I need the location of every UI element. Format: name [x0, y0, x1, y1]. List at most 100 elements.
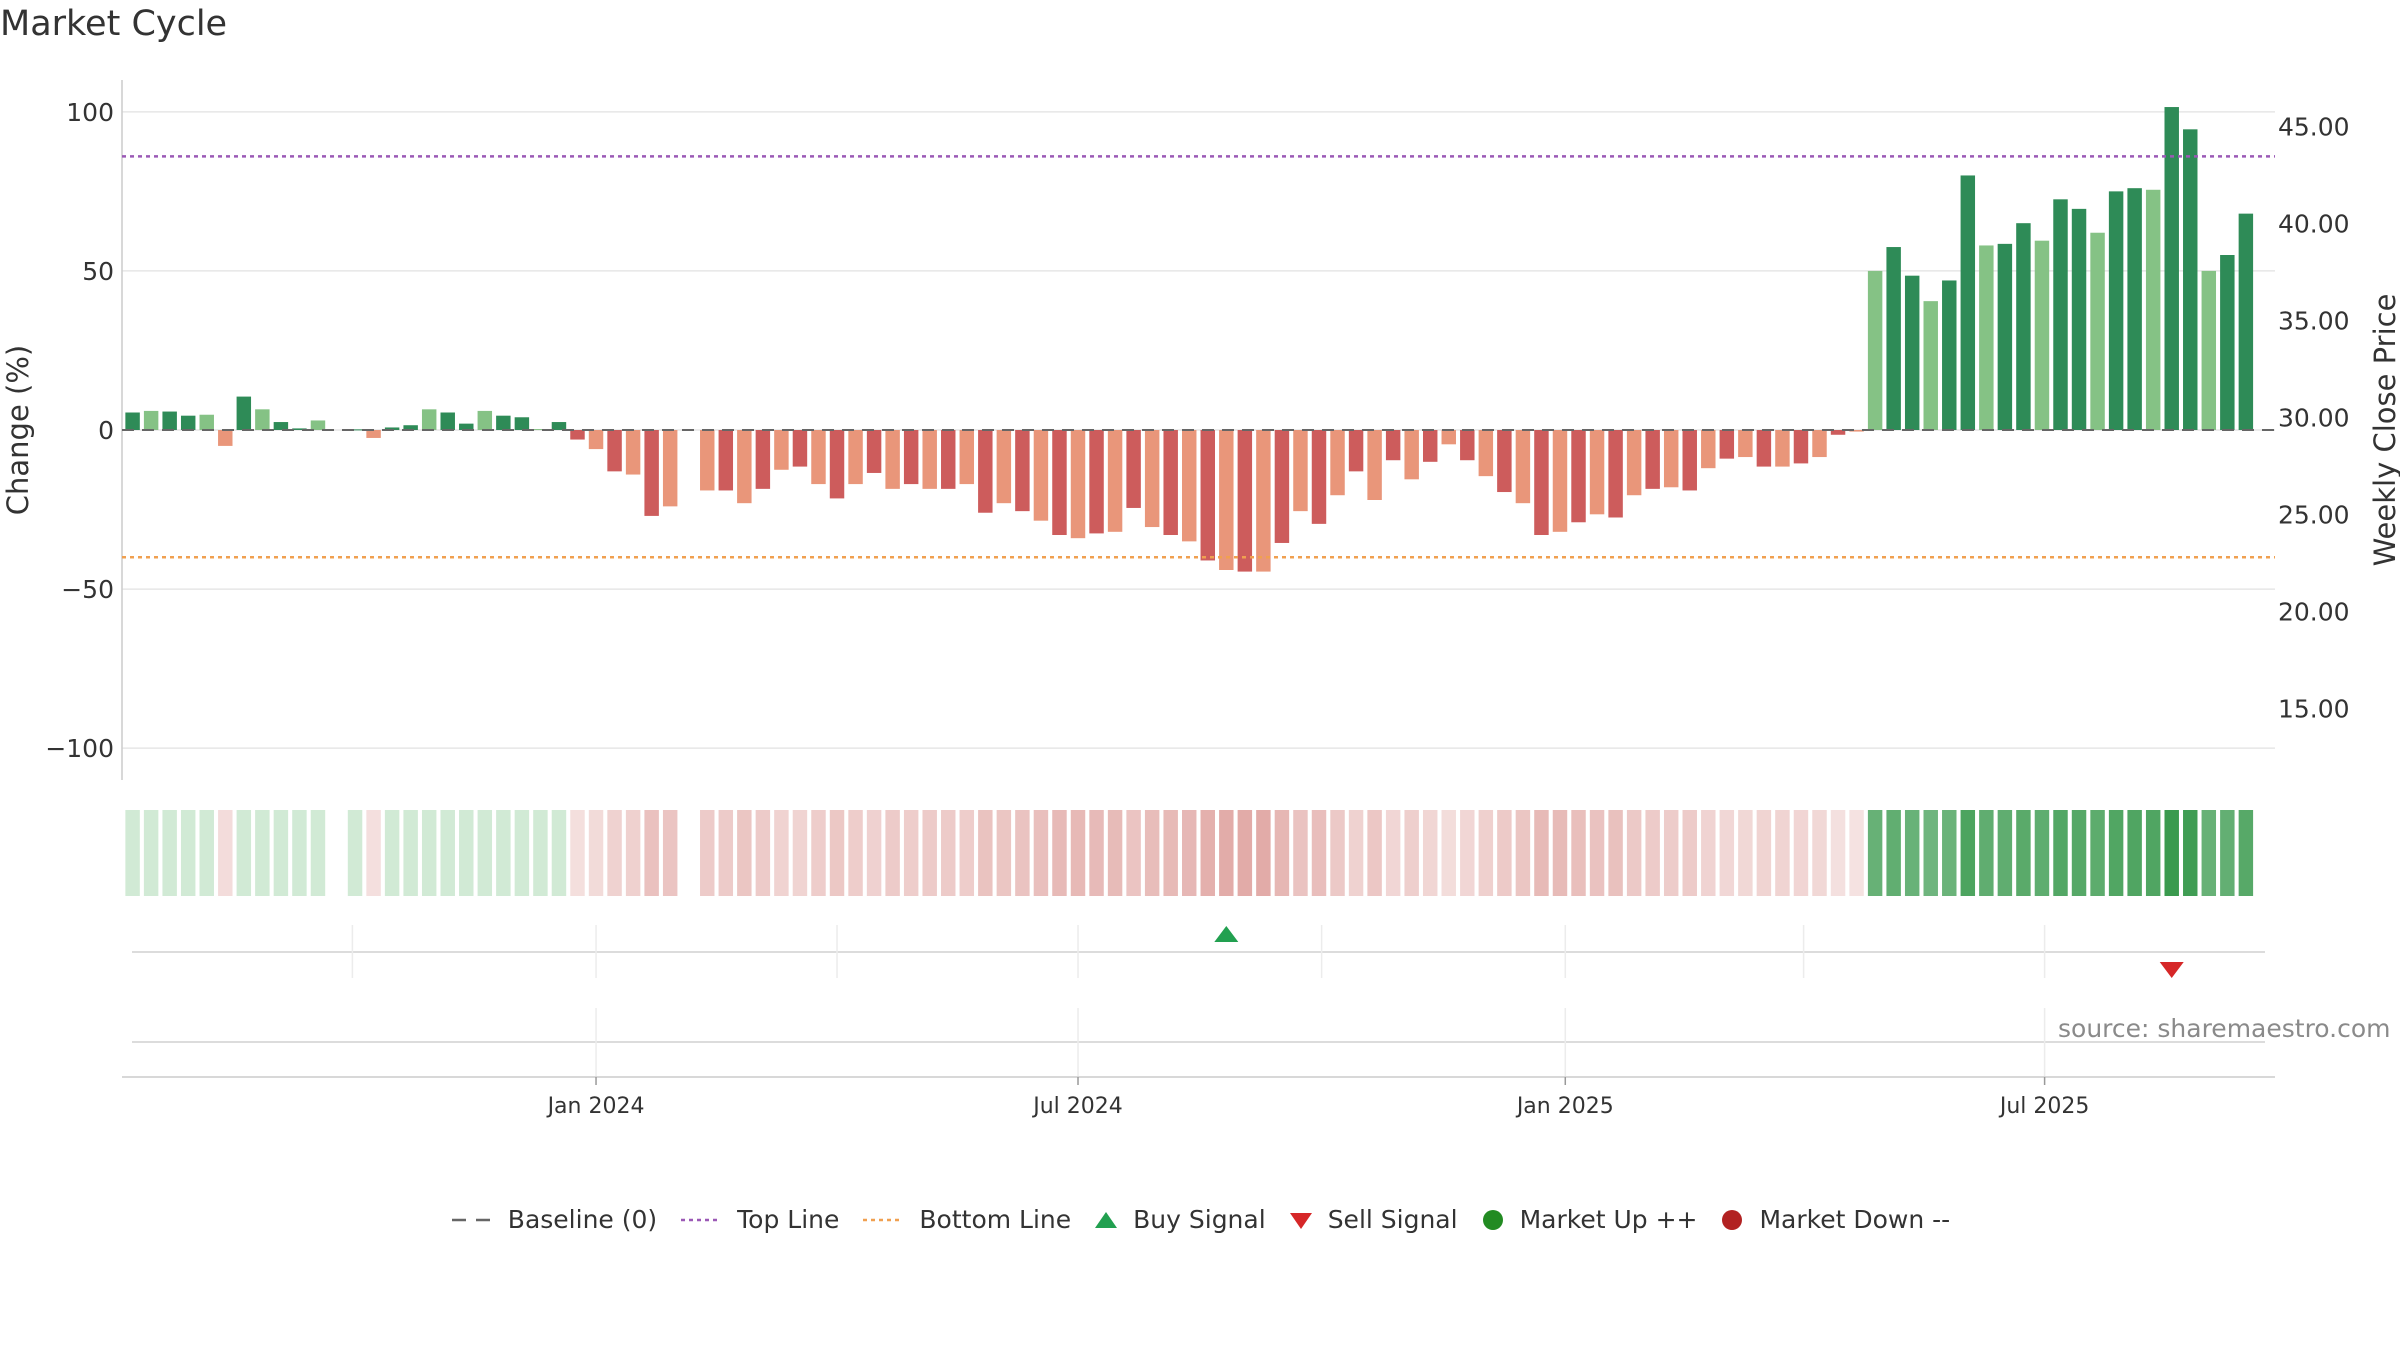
bar	[366, 430, 381, 438]
momentum-block	[1904, 810, 1920, 896]
legend-symbol	[1722, 1209, 1743, 1230]
bar	[866, 430, 882, 473]
momentum-block	[551, 810, 567, 896]
momentum-block	[2034, 810, 2050, 896]
momentum-block	[1942, 810, 1957, 896]
x-tick-label: Jul 2024	[1031, 1094, 1123, 1119]
bar	[1348, 430, 1364, 472]
momentum-block	[273, 810, 289, 896]
momentum-block	[1144, 810, 1160, 896]
bar	[1589, 430, 1605, 515]
legend-item: Baseline (0)	[450, 1205, 657, 1234]
bar	[347, 429, 363, 431]
bar	[1960, 175, 1976, 430]
momentum-block	[2071, 810, 2087, 896]
sell-signal-marker	[2159, 962, 2184, 978]
momentum-block	[978, 810, 993, 896]
bar	[143, 410, 159, 430]
momentum-block	[885, 810, 900, 896]
momentum-block	[1738, 810, 1753, 896]
bar	[1849, 430, 1864, 432]
bar	[1422, 430, 1438, 462]
bar	[1515, 430, 1531, 504]
y2-tick-label: 25.00	[2278, 500, 2350, 529]
momentum-block	[774, 810, 789, 896]
momentum-block	[1163, 810, 1178, 896]
bar	[959, 430, 975, 485]
bar	[1163, 430, 1178, 535]
momentum-block	[1385, 810, 1401, 896]
y-tick-label: 100	[66, 98, 114, 127]
momentum-block	[700, 810, 715, 896]
momentum-block	[1663, 810, 1679, 896]
bar	[477, 410, 493, 430]
bar	[755, 430, 771, 489]
bar	[2220, 255, 2235, 430]
y2-tick-label: 20.00	[2278, 597, 2350, 626]
bar	[273, 422, 289, 430]
momentum-block	[1923, 810, 1938, 896]
bar	[700, 430, 715, 491]
momentum-block	[1608, 810, 1623, 896]
momentum-block	[1979, 810, 1994, 896]
chart-title: Market Cycle	[0, 4, 228, 44]
bar	[885, 430, 900, 489]
bar	[292, 428, 307, 430]
bar	[1904, 275, 1920, 430]
legend-symbol	[1095, 1211, 1118, 1228]
y-tick-label: −50	[61, 575, 114, 604]
momentum-block	[125, 810, 140, 896]
momentum-block	[1719, 810, 1735, 896]
bar	[1830, 430, 1846, 435]
momentum-block	[162, 810, 177, 896]
momentum-block	[2238, 810, 2254, 896]
y2-tick-label: 35.00	[2278, 306, 2350, 335]
bar	[1089, 430, 1104, 534]
legend-label: Buy Signal	[1133, 1205, 1266, 1234]
bar	[1107, 430, 1123, 532]
bar	[2090, 232, 2105, 430]
momentum-block	[255, 810, 270, 896]
momentum-block	[384, 810, 400, 896]
bar	[1182, 430, 1197, 542]
bar	[199, 414, 214, 430]
bar	[125, 412, 140, 430]
momentum-block	[310, 810, 326, 896]
momentum-block	[1367, 810, 1382, 896]
legend-label: Market Down --	[1759, 1205, 1951, 1234]
bar	[1330, 430, 1345, 496]
momentum-block	[1682, 810, 1697, 896]
legend-item: Bottom Line	[861, 1205, 1071, 1234]
bar	[1701, 430, 1716, 469]
bar	[2071, 208, 2087, 430]
x-tick-label: Jan 2024	[546, 1094, 645, 1119]
bar	[1441, 430, 1456, 445]
legend-symbol	[1482, 1209, 1503, 1230]
bar	[1293, 430, 1308, 512]
bar	[1719, 430, 1735, 459]
legend-symbol	[451, 1218, 492, 1221]
bar	[848, 430, 863, 485]
momentum-block	[2201, 810, 2217, 896]
momentum-block	[1256, 810, 1271, 896]
bar	[236, 396, 252, 430]
legend-symbol	[681, 1218, 722, 1221]
bar	[2201, 270, 2217, 430]
bar	[1144, 430, 1160, 528]
momentum-block	[1107, 810, 1123, 896]
bar	[421, 409, 437, 430]
bar	[1033, 430, 1049, 521]
momentum-block	[607, 810, 622, 896]
bar	[903, 430, 919, 485]
bar	[829, 430, 845, 499]
momentum-block	[496, 810, 511, 896]
momentum-block	[1478, 810, 1494, 896]
momentum-block	[1126, 810, 1141, 896]
momentum-block	[1849, 810, 1864, 896]
bar	[1200, 430, 1215, 561]
bar	[1478, 430, 1494, 477]
momentum-block	[2220, 810, 2235, 896]
momentum-block	[1867, 810, 1883, 896]
momentum-block	[1812, 810, 1827, 896]
momentum-block	[347, 810, 363, 896]
